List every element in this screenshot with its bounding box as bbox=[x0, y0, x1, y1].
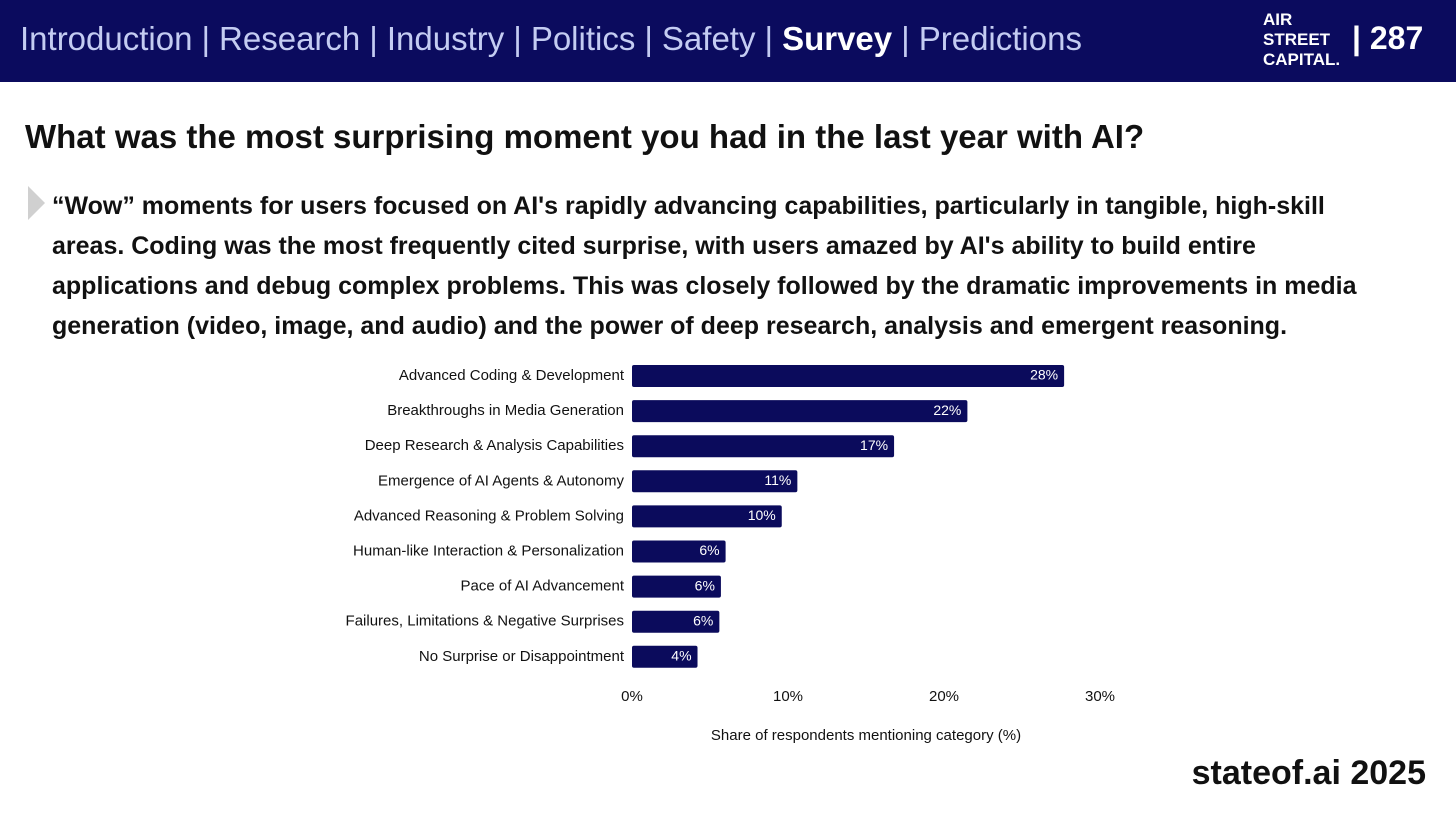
bar bbox=[632, 435, 895, 458]
y-tick-label: Emergence of AI Agents & Autonomy bbox=[378, 472, 624, 489]
value-label: 6% bbox=[699, 542, 719, 558]
x-tick-label: 0% bbox=[621, 688, 643, 705]
x-tick-label: 20% bbox=[929, 688, 959, 705]
separator: | bbox=[513, 20, 522, 57]
bar bbox=[632, 645, 698, 668]
separator: | bbox=[901, 20, 910, 57]
separator: | bbox=[764, 20, 774, 57]
y-tick-label: Breakthroughs in Media Generation bbox=[387, 402, 624, 419]
y-tick-label: Human-like Interaction & Personalization bbox=[353, 542, 624, 559]
value-label: 28% bbox=[1030, 367, 1058, 383]
bullet bbox=[28, 186, 45, 220]
logo: AIR STREET CAPITAL. bbox=[1263, 10, 1340, 70]
x-tick-label: 10% bbox=[773, 688, 803, 705]
bar bbox=[632, 540, 726, 563]
footer: stateof.ai 2025 bbox=[1191, 754, 1426, 792]
value-label: 10% bbox=[748, 507, 776, 523]
separator: | bbox=[369, 20, 378, 57]
body-text: “Wow” moments for users focused on AI's … bbox=[52, 192, 1357, 340]
bar bbox=[632, 470, 798, 493]
logo-line: STREET bbox=[1263, 30, 1331, 49]
bar bbox=[632, 610, 720, 633]
value-label: 6% bbox=[693, 612, 713, 628]
y-tick-label: Advanced Coding & Development bbox=[399, 367, 625, 384]
bar bbox=[632, 400, 968, 423]
bar bbox=[632, 505, 782, 528]
value-label: 6% bbox=[695, 577, 715, 593]
header: Introduction | Research | Industry | Politics |… bbox=[0, 0, 1456, 82]
nav-item: Predictions bbox=[918, 20, 1082, 57]
page-number-box: | 287 bbox=[1352, 20, 1423, 57]
slide-title: What was the most surprising moment you … bbox=[25, 118, 1145, 155]
value-label: 22% bbox=[933, 402, 961, 418]
value-label: 4% bbox=[671, 648, 691, 664]
page-number: 287 bbox=[1369, 20, 1424, 56]
logo-line: CAPITAL. bbox=[1263, 50, 1341, 69]
bar bbox=[632, 365, 1065, 387]
nav-item: Politics bbox=[530, 20, 636, 57]
separator: | bbox=[201, 20, 211, 57]
nav: Introduction | Research | Industry | Politics |… bbox=[20, 20, 1082, 58]
nav-item: Industry bbox=[386, 20, 505, 57]
value-label: 11% bbox=[764, 472, 791, 488]
separator: | bbox=[1352, 20, 1361, 56]
value-label: 17% bbox=[860, 437, 888, 453]
nav-item: Safety bbox=[661, 20, 756, 57]
y-tick-label: Failures, Limitations & Negative Surpris… bbox=[346, 613, 624, 630]
nav-item: Research bbox=[219, 20, 361, 57]
x-axis-label: Share of respondents mentioning category… bbox=[711, 727, 1021, 744]
bar bbox=[632, 575, 721, 598]
logo-line: AIR bbox=[1263, 10, 1293, 29]
separator: | bbox=[644, 20, 653, 57]
y-tick-label: Advanced Reasoning & Problem Solving bbox=[354, 507, 624, 524]
y-tick-label: Deep Research & Analysis Capabilities bbox=[365, 437, 624, 454]
x-tick-label: 30% bbox=[1085, 688, 1115, 705]
y-tick-label: Pace of AI Advancement bbox=[461, 578, 625, 595]
y-tick-label: No Surprise or Disappointment bbox=[419, 648, 625, 665]
nav-item: Introduction bbox=[20, 20, 193, 57]
nav-item: Survey bbox=[782, 20, 893, 57]
